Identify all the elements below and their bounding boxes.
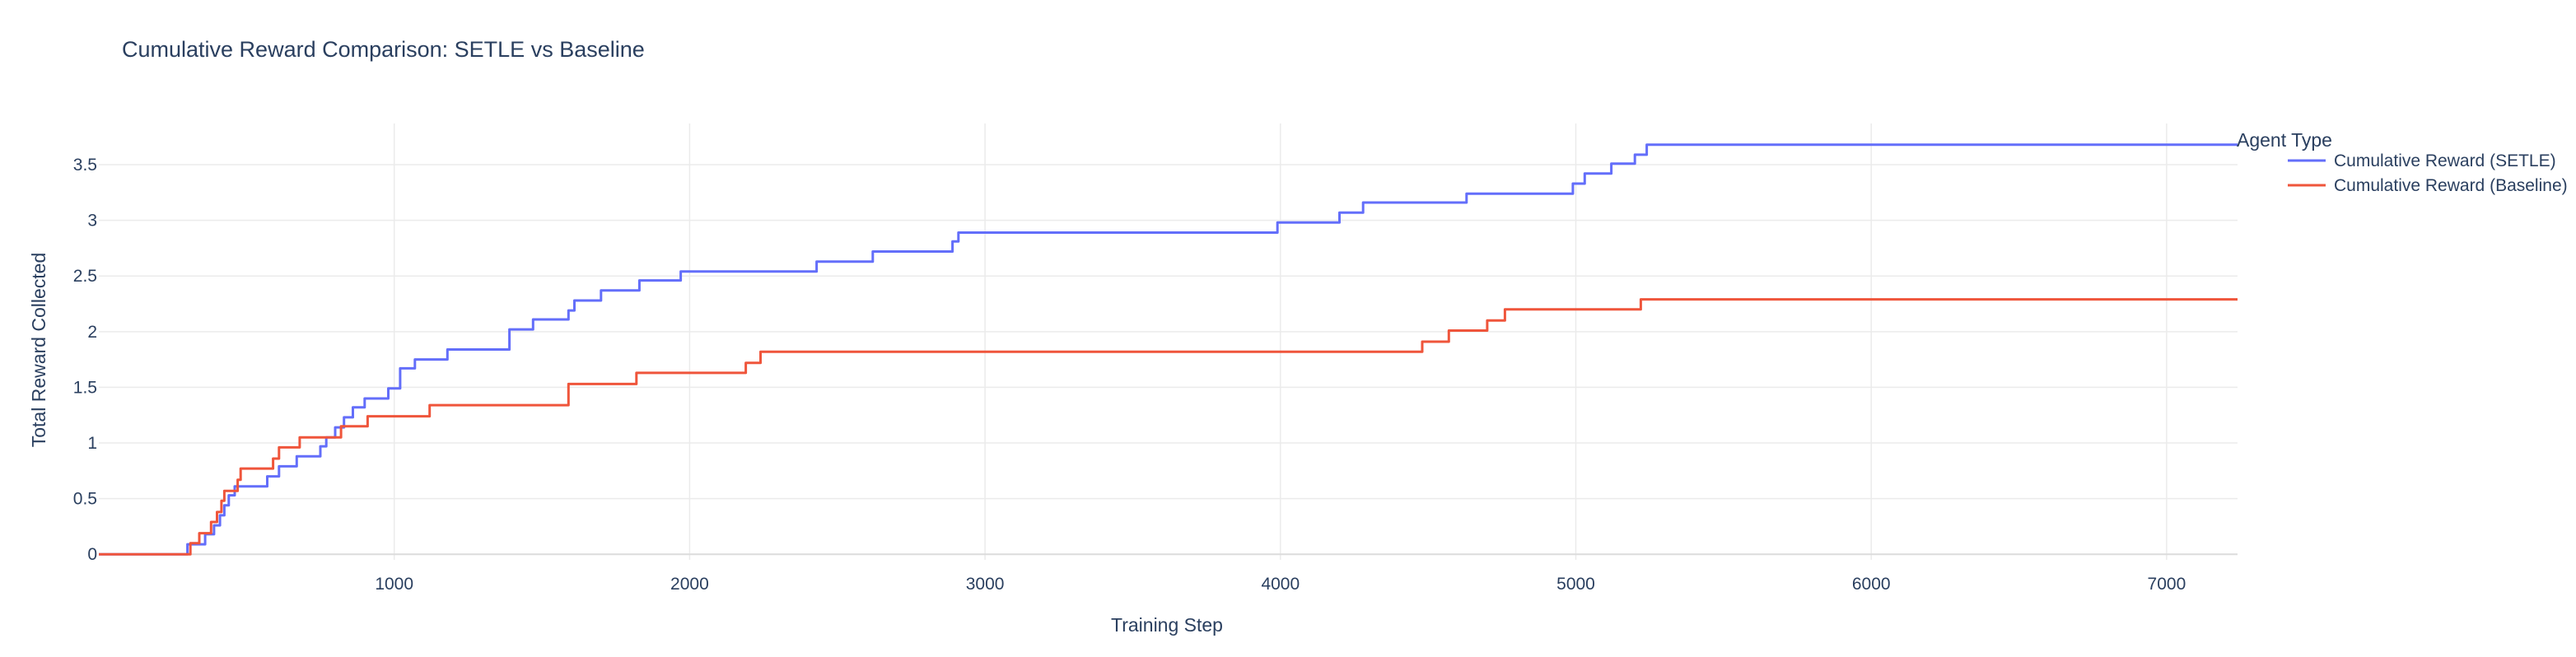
- y-tick-label: 3: [87, 212, 97, 231]
- y-tick-label: 1: [87, 434, 97, 453]
- y-axis-label: Total Reward Collected: [28, 253, 49, 448]
- y-tick-label: 0: [87, 545, 97, 564]
- x-tick-label: 1000: [375, 575, 413, 594]
- y-tick-label: 2.5: [73, 267, 97, 286]
- series-line-setle[interactable]: [99, 143, 2238, 556]
- x-tick-label: 6000: [1852, 575, 1891, 594]
- chart-title: Cumulative Reward Comparison: SETLE vs B…: [122, 37, 645, 62]
- x-tick-label: 2000: [670, 575, 709, 594]
- legend-item-label[interactable]: Cumulative Reward (Baseline): [2334, 176, 2568, 195]
- legend-title: Agent Type: [2237, 129, 2332, 151]
- y-tick-label: 0.5: [73, 490, 97, 509]
- series-layer: [99, 143, 2238, 556]
- series-line-baseline[interactable]: [99, 298, 2238, 556]
- grid-layer: [99, 123, 2238, 560]
- x-tick-label: 4000: [1261, 575, 1300, 594]
- y-tick-label: 2: [87, 323, 97, 342]
- x-tick-label: 7000: [2148, 575, 2186, 594]
- axis-layer: 1000 2000 3000 4000 5000 6000 7000 0 0.5 1 1.5 2 2.5…: [73, 156, 2186, 594]
- x-axis-label: Training Step: [1111, 614, 1223, 636]
- x-tick-label: 5000: [1556, 575, 1595, 594]
- y-tick-label: 3.5: [73, 156, 97, 175]
- legend-item-label[interactable]: Cumulative Reward (SETLE): [2334, 151, 2556, 170]
- y-tick-label: 1.5: [73, 378, 97, 397]
- legend: Agent Type Cumulative Reward (SETLE) Cumu…: [2237, 129, 2568, 195]
- x-tick-label: 3000: [966, 575, 1005, 594]
